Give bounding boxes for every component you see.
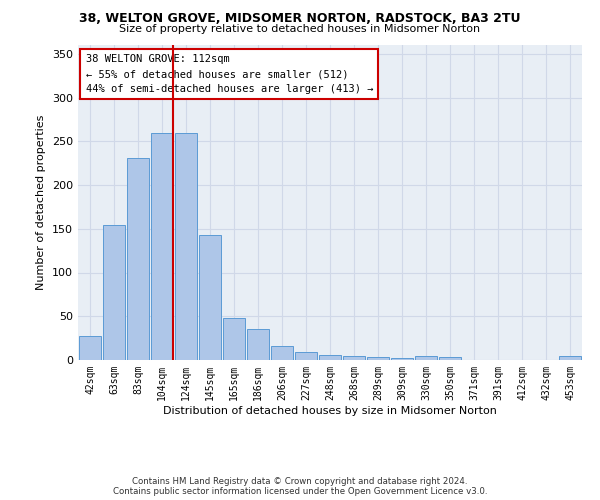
Bar [103,225,125,360]
Bar [559,356,581,360]
Bar [223,318,245,360]
Bar [199,235,221,360]
Bar [271,346,293,360]
Bar [367,356,389,360]
X-axis label: Distribution of detached houses by size in Midsomer Norton: Distribution of detached houses by size … [163,406,497,415]
Bar [391,358,413,360]
Bar [151,132,173,360]
Bar [319,355,341,360]
Y-axis label: Number of detached properties: Number of detached properties [37,115,46,290]
Text: Size of property relative to detached houses in Midsomer Norton: Size of property relative to detached ho… [119,24,481,34]
Bar [439,358,461,360]
Text: 38, WELTON GROVE, MIDSOMER NORTON, RADSTOCK, BA3 2TU: 38, WELTON GROVE, MIDSOMER NORTON, RADST… [79,12,521,26]
Bar [415,356,437,360]
Text: 38 WELTON GROVE: 112sqm
← 55% of detached houses are smaller (512)
44% of semi-d: 38 WELTON GROVE: 112sqm ← 55% of detache… [86,54,373,94]
Bar [247,330,269,360]
Bar [343,356,365,360]
Bar [79,336,101,360]
Bar [295,352,317,360]
Text: Contains HM Land Registry data © Crown copyright and database right 2024.
Contai: Contains HM Land Registry data © Crown c… [113,476,487,496]
Bar [127,158,149,360]
Bar [175,132,197,360]
